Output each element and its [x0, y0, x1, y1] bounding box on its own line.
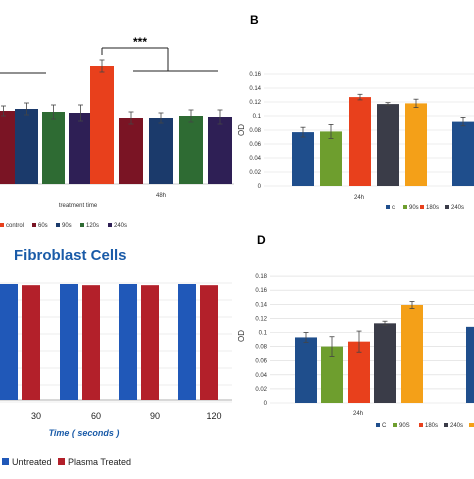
panel-d-ytick-label: 0.14: [255, 302, 267, 308]
panel-c-bar-untreated-30: [0, 284, 18, 400]
panel-b-legend-label-240s: 240s: [451, 205, 464, 211]
panel-b-label: B: [250, 13, 259, 27]
panel-a-xlabel: treatment time: [59, 203, 98, 209]
panel-c-xlabel: Time ( seconds ): [49, 428, 120, 438]
panel-b-ytick-label: 0.04: [249, 156, 261, 162]
panel-a-legend-swatch-240s: [108, 223, 112, 227]
panel-b-ytick-label: 0.02: [249, 170, 261, 176]
panel-d-ytick-label: 0.1: [259, 331, 268, 337]
panel-a-bar-90s-group1: [15, 109, 38, 184]
panel-b-ytick-label: 0.14: [249, 86, 261, 92]
panel-c-legend-label-1: Plasma Treated: [68, 457, 131, 467]
panel-d-ytick-label: 0.16: [255, 288, 267, 294]
panel-d-bar-90S: [321, 346, 343, 403]
panel-b-bar-240s: [377, 104, 399, 186]
panel-d-ytick-label: 0.12: [255, 316, 267, 322]
panel-c-bar-untreated-120: [178, 284, 196, 400]
panel-a-legend-swatch-60s: [32, 223, 36, 227]
panel-d-bar-c-group2: [466, 326, 474, 403]
panel-a-bar-120s-group1: [42, 112, 65, 184]
panel-b-bar-c: [292, 132, 314, 186]
panel-a-category-48h: 48h: [156, 193, 166, 199]
panel-a-bar-240s-48h: [208, 117, 232, 184]
panel-b-bar-c-group2: [452, 121, 474, 186]
panel-c-category-90: 90: [150, 411, 160, 421]
panel-b-ytick-label: 0.12: [249, 100, 261, 106]
panel-b-legend-swatch-c: [386, 205, 390, 209]
panel-d-ytick-label: 0.18: [255, 274, 267, 280]
panel-c-category-120: 120: [206, 411, 221, 421]
panel-d-ytick-label: 0.06: [255, 359, 267, 365]
panel-c-bar-plasma-treated-120: [200, 285, 218, 400]
panel-b-ylabel: OD: [237, 124, 246, 136]
panel-a-legend-label-90s: 90s: [62, 223, 72, 229]
panel-d-legend-swatch-series5: [469, 423, 474, 427]
panel-d-category-24h: 24h: [353, 411, 363, 417]
panel-b-legend-swatch-180s: [420, 205, 424, 209]
panel-d-bar-180s: [348, 341, 370, 403]
panel-b-bar-90s: [320, 131, 342, 186]
panel-a-bar-240s-group1: [69, 113, 92, 184]
panel-c-category-60: 60: [91, 411, 101, 421]
panel-d-ytick-label: 0: [264, 401, 268, 407]
panel-a-bar-control-48h: [90, 66, 114, 184]
panel-a-bar-90s-48h: [149, 118, 173, 184]
panel-a-legend-label-240s: 240s: [114, 223, 127, 229]
panel-d-legend-label-180s: 180s: [425, 423, 438, 429]
panel-b-ytick-label: 0: [258, 184, 262, 190]
panel-c-bar-plasma-treated-30: [22, 285, 40, 400]
panel-c-bar-untreated-90: [119, 284, 137, 400]
panel-a-legend-label-120s: 120s: [86, 223, 99, 229]
panel-b-ytick-label: 0.06: [249, 142, 261, 148]
panel-d-legend-label-240s: 240s: [450, 423, 463, 429]
panel-b-bar-series5: [405, 103, 427, 186]
panel-a-legend-label-control: control: [6, 223, 24, 229]
panel-c-legend-swatch-1: [58, 458, 65, 465]
panel-d-legend-label-C: C: [382, 423, 387, 429]
panel-b-ytick-label: 0.16: [249, 72, 261, 78]
panel-d-label: D: [257, 233, 266, 247]
panel-d-legend-swatch-180s: [419, 423, 423, 427]
panel-c-legend-label-0: Untreated: [12, 457, 52, 467]
panel-b-bar-180s: [349, 97, 371, 186]
panel-b-ytick-label: 0.08: [249, 128, 261, 134]
panel-d-legend-swatch-C: [376, 423, 380, 427]
panel-c-title: Fibroblast Cells: [14, 247, 127, 264]
panel-b-legend-swatch-90s: [403, 205, 407, 209]
panel-d-ytick-label: 0.08: [255, 345, 267, 351]
panel-c-bar-plasma-treated-60: [82, 285, 100, 400]
panel-d-bar-C: [295, 337, 317, 403]
panel-a-bar-60s-48h: [119, 118, 143, 184]
panel-a-legend-swatch-control: [0, 223, 4, 227]
panel-d-bar-series5: [401, 305, 423, 403]
panel-b-ytick-label: 0.1: [253, 114, 262, 120]
panel-a-bar-60s-group1: [0, 111, 15, 184]
significance-stars: ***: [133, 35, 147, 49]
panel-d-ytick-label: 0.02: [255, 387, 267, 393]
panel-a-legend-swatch-90s: [56, 223, 60, 227]
panel-d-ylabel: OD: [237, 330, 246, 342]
panel-b-legend-label-90s: 90s: [409, 205, 419, 211]
panel-d-legend-swatch-240s: [444, 423, 448, 427]
panel-b-category-24h: 24h: [354, 195, 364, 201]
panel-c-legend-swatch-0: [2, 458, 9, 465]
panel-b-legend-label-c: c: [392, 205, 395, 211]
panel-d-legend-swatch-90S: [393, 423, 397, 427]
panel-b-legend-label-180s: 180s: [426, 205, 439, 211]
panel-b-legend-swatch-240s: [445, 205, 449, 209]
panel-a-legend-label-60s: 60s: [38, 223, 48, 229]
panel-d-legend-label-90S: 90S: [399, 423, 410, 429]
panel-d-bar-240s: [374, 323, 396, 403]
panel-a-bar-120s-48h: [179, 116, 203, 184]
panel-a-legend-swatch-120s: [80, 223, 84, 227]
panel-c-bar-plasma-treated-90: [141, 285, 159, 400]
panel-c-bar-untreated-60: [60, 284, 78, 400]
chart-marks: 48h control 60s 90s 120s 240s 0 0.02 0.04 0.06 0.0…: [0, 47, 474, 467]
panel-c-category-30: 30: [31, 411, 41, 421]
panel-d-ytick-label: 0.04: [255, 373, 267, 379]
